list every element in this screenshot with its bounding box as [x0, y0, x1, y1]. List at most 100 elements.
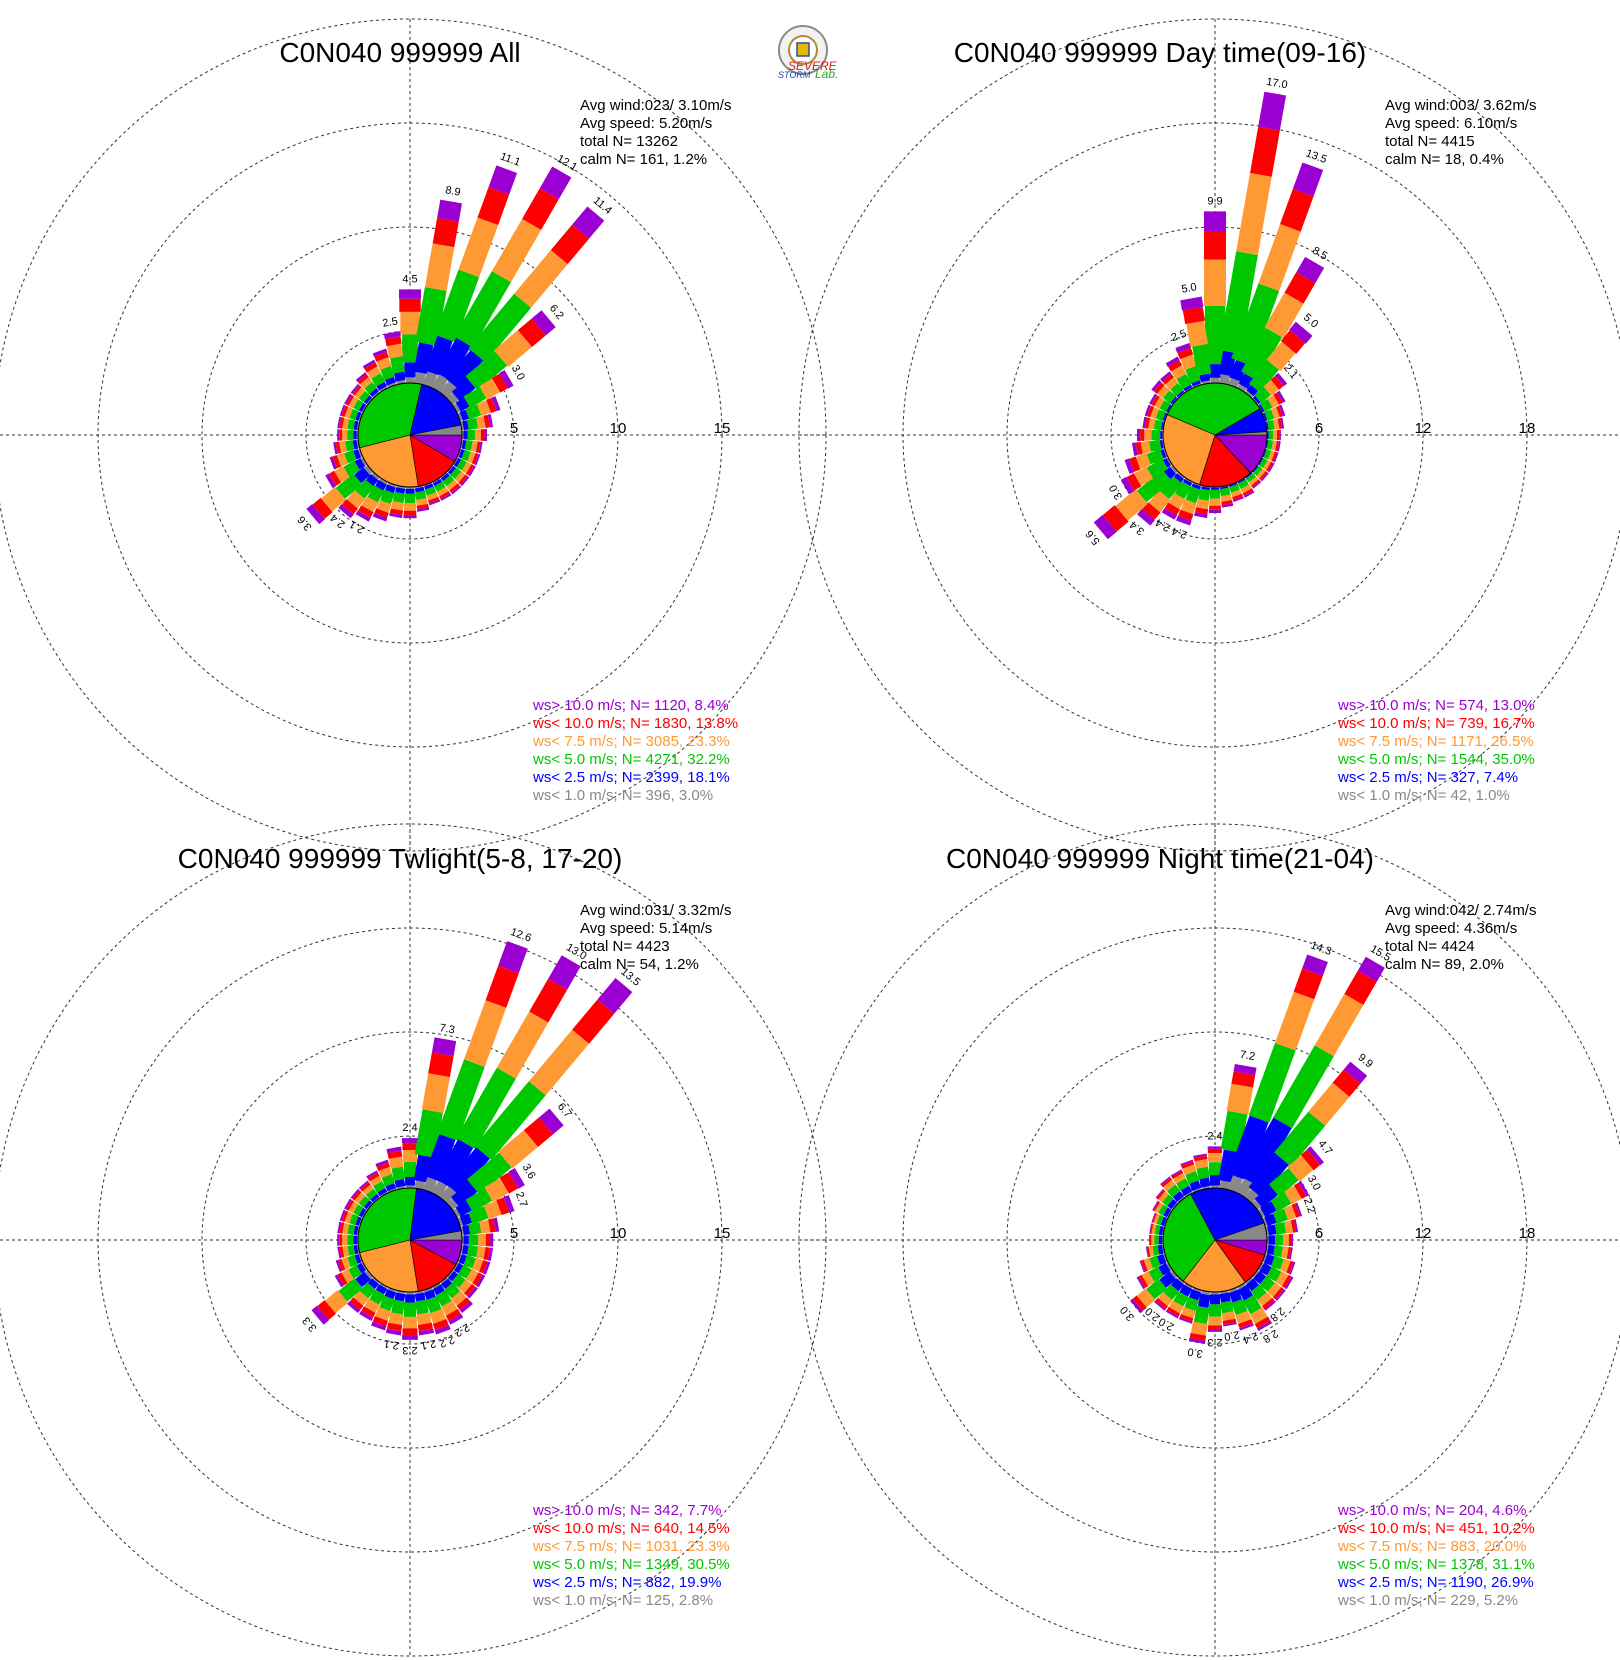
bar-segment-orange	[1235, 1310, 1252, 1325]
bar-segment-blue	[1172, 1190, 1185, 1202]
bar-segment-red	[1195, 507, 1209, 515]
bar-segment-blue	[354, 458, 366, 470]
bar-segment-blue	[367, 1278, 379, 1290]
direction-bar-170	[414, 1290, 435, 1336]
bar-segment-blue	[1199, 1177, 1211, 1188]
direction-bar-30	[1236, 956, 1385, 1198]
bar-segment-blue	[355, 1271, 371, 1288]
direction-bar-140	[1245, 1277, 1276, 1311]
bar-segment-green	[435, 1290, 452, 1307]
direction-bar-220	[338, 472, 380, 519]
direction-bar-120	[1257, 457, 1275, 473]
bar-segment-purple	[335, 1259, 343, 1272]
direction-bar-160	[1228, 482, 1244, 503]
bar-segment-orange	[494, 330, 532, 367]
bar-segment-purple	[362, 359, 376, 369]
bar-segment-purple	[548, 955, 581, 990]
bar-value-label: 11.1	[498, 151, 521, 169]
bar-segment-blue	[432, 478, 443, 487]
legend-entry: ws< 10.0 m/s; N= 451, 10.2%	[1337, 1520, 1535, 1537]
bar-segment-red	[1144, 417, 1150, 429]
bar-segment-orange	[1154, 396, 1165, 409]
bar-segment-green	[1146, 1278, 1168, 1300]
legend-entry: ws< 2.5 m/s; N= 2399, 18.1%	[532, 769, 730, 786]
bar-segment-red	[341, 1210, 349, 1223]
bar-segment-red	[339, 417, 345, 429]
bar-segment-purple	[428, 499, 441, 506]
bar-segment-purple	[1160, 1176, 1171, 1186]
bar-segment-blue	[1191, 380, 1201, 387]
bar-segment-gray	[422, 1177, 438, 1193]
bar-segment-orange	[1154, 1202, 1164, 1214]
bar-segment-orange	[1194, 1159, 1209, 1169]
bar-segment-blue	[462, 1224, 471, 1236]
logo-text-severe: SEVERE	[788, 59, 838, 73]
bar-segment-blue	[455, 1201, 472, 1217]
direction-bar-100	[1265, 439, 1281, 452]
bar-segment-red	[1156, 1189, 1166, 1200]
bar-segment-green	[335, 473, 363, 499]
bar-segment-red	[1276, 405, 1283, 418]
bar-segment-orange	[446, 479, 458, 491]
bar-segment-orange	[1268, 450, 1275, 461]
bar-segment-purple	[350, 383, 360, 394]
bar-segment-orange	[375, 1306, 391, 1321]
bar-segment-purple	[508, 1167, 525, 1189]
bar-segment-purple	[1268, 462, 1275, 473]
bar-segment-purple	[460, 476, 470, 487]
direction-bar-280	[337, 416, 360, 431]
bar-segment-red	[456, 1297, 471, 1310]
bar-segment-red	[471, 452, 479, 465]
direction-bar-170	[414, 485, 430, 512]
bar-segment-purple	[1292, 162, 1324, 197]
direction-bar-50	[1251, 1146, 1324, 1210]
bar-segment-purple	[418, 1328, 435, 1336]
direction-bar-150	[1237, 1282, 1273, 1332]
bar-segment-red	[1126, 473, 1142, 491]
bar-segment-red	[465, 464, 475, 476]
bar-segment-orange	[1248, 476, 1259, 486]
bar-segment-red	[367, 1172, 380, 1182]
bar-segment-orange	[1258, 224, 1301, 291]
bar-segment-green	[451, 1273, 466, 1288]
bar-segment-red	[387, 1150, 403, 1159]
direction-bar-320	[358, 1180, 380, 1203]
bar-segment-red	[352, 385, 362, 396]
bar-segment-blue	[1162, 412, 1168, 422]
bar-value-label: 2.0	[1223, 1328, 1240, 1342]
legend-entry: ws< 5.0 m/s; N= 1349, 30.5%	[532, 1556, 730, 1573]
bar-segment-red	[1153, 1201, 1161, 1212]
bar-segment-green	[1149, 439, 1162, 452]
bar-segment-green	[414, 1109, 443, 1158]
bar-segment-blue	[1157, 1244, 1164, 1255]
bar-segment-red	[499, 1172, 519, 1194]
bar-segment-purple	[1284, 1276, 1294, 1290]
bar-segment-orange	[1182, 1164, 1197, 1176]
bar-segment-purple	[1160, 371, 1172, 382]
bar-segment-orange	[344, 406, 353, 419]
direction-bar-60	[452, 1167, 525, 1218]
bar-segment-blue	[432, 1284, 445, 1296]
bar-segment-purple	[1289, 1261, 1296, 1275]
bar-segment-orange	[416, 1312, 432, 1326]
direction-bar-150	[432, 1282, 464, 1325]
bar-segment-green	[1220, 1300, 1234, 1314]
bar-segment-blue	[461, 439, 467, 450]
bar-segment-green	[434, 269, 480, 343]
legend-entry: ws< 2.5 m/s; N= 327, 7.4%	[1337, 769, 1518, 786]
bar-segment-blue	[353, 449, 361, 460]
direction-bar-240	[1120, 457, 1173, 495]
bar-segment-green	[379, 1295, 395, 1312]
bar-segment-blue	[1252, 465, 1259, 473]
bar-segment-green	[467, 1152, 512, 1195]
direction-bar-130	[1252, 465, 1269, 482]
bar-segment-orange	[458, 1279, 472, 1294]
bar-segment-green	[1266, 439, 1274, 450]
bar-segment-red	[485, 965, 519, 1008]
ring-label: 10	[610, 1225, 627, 1242]
bar-segment-orange	[1279, 1258, 1291, 1273]
direction-bar-250	[329, 448, 363, 470]
bar-segment-red	[339, 1246, 345, 1258]
bar-segment-purple	[375, 1159, 389, 1167]
bar-segment-blue	[459, 1213, 473, 1226]
